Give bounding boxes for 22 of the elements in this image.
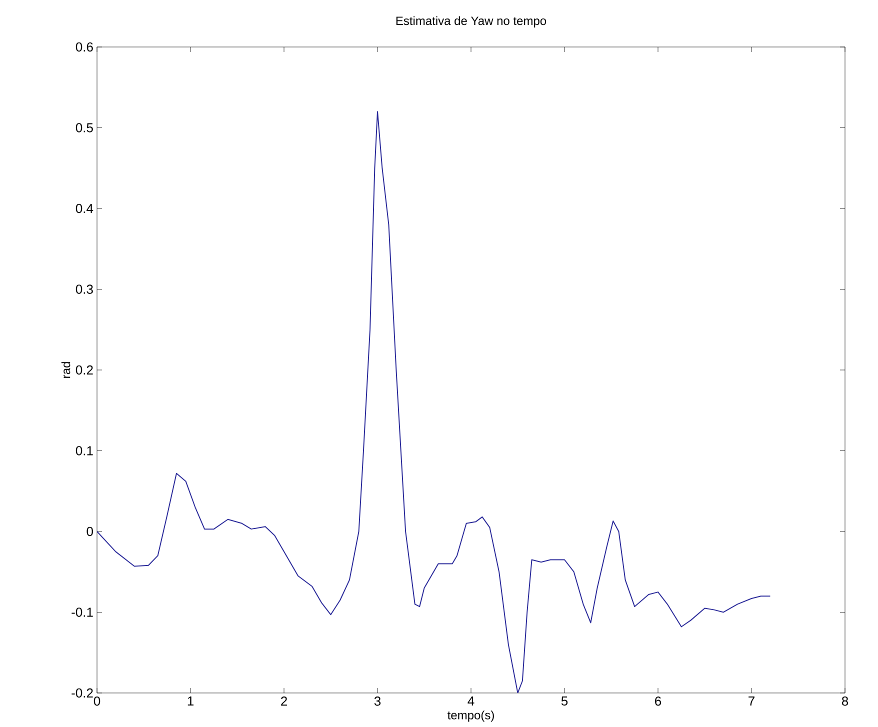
- x-tick-label: 1: [188, 696, 194, 706]
- x-tick-label: 4: [468, 696, 474, 706]
- x-tick-label: 6: [655, 696, 662, 706]
- y-tick-label: 0.2: [76, 365, 93, 375]
- chart-title: Estimativa de Yaw no tempo: [396, 16, 546, 28]
- x-tick-label: 0: [94, 696, 100, 706]
- x-tick-label: 3: [374, 696, 381, 706]
- x-tick-label: 2: [281, 696, 287, 706]
- y-tick-label: 0.4: [76, 204, 94, 214]
- x-tick-label: 5: [561, 696, 568, 706]
- line-series: [97, 111, 771, 693]
- y-tick-label: 0.3: [76, 284, 93, 294]
- x-axis-title: tempo(s): [448, 710, 494, 722]
- x-tick-label: 7: [748, 696, 754, 706]
- y-tick-label: 0: [86, 526, 93, 536]
- y-axis-title: rad: [61, 362, 70, 378]
- y-tick-label: -0.1: [72, 608, 93, 617]
- y-tick-label: 0.1: [76, 446, 93, 456]
- y-tick-label: 0.5: [76, 123, 93, 132]
- x-tick-label: 8: [842, 696, 848, 706]
- y-tick-label: -0.2: [72, 688, 93, 698]
- y-tick-label: 0.6: [76, 42, 93, 52]
